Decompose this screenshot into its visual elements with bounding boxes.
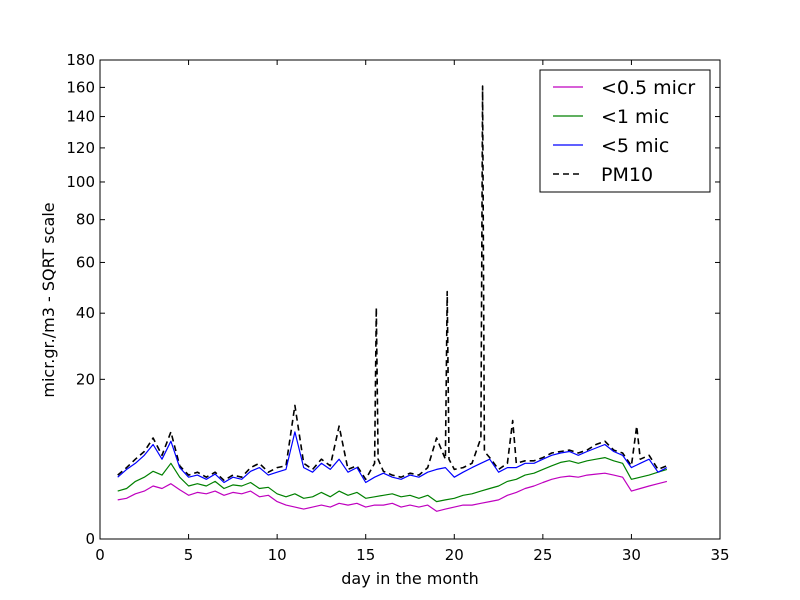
series-line-3: [117, 85, 668, 482]
y-axis-label: micr.gr./m3 - SQRT scale: [39, 202, 58, 397]
y-tick-label: 60: [76, 253, 95, 271]
x-tick-label: 35: [710, 546, 729, 564]
y-tick-label: 0: [85, 530, 95, 548]
x-tick-label: 10: [268, 546, 287, 564]
legend-label: <1 mic: [601, 106, 669, 128]
x-axis-label: day in the month: [341, 569, 478, 588]
legend-box: [539, 69, 711, 193]
series-layer: [117, 85, 668, 512]
legend-label: PM10: [601, 164, 653, 186]
plot-frame: [99, 59, 721, 540]
x-tick-label: 0: [95, 546, 105, 564]
y-tick-label: 100: [66, 173, 95, 191]
legend: <0.5 micr <1 mic <5 mic PM10: [539, 69, 711, 193]
x-tick-label: 15: [356, 546, 375, 564]
y-tick-label: 20: [76, 370, 95, 388]
y-tick-label: 120: [66, 139, 95, 157]
y-tick-label: 180: [66, 51, 95, 69]
x-tick-label: 30: [622, 546, 641, 564]
y-tick-label: 160: [66, 78, 95, 96]
series-line-0: [117, 472, 668, 512]
y-tick-label: 40: [76, 304, 95, 322]
x-axis: 0 5 10 15 20 25 30 35: [95, 60, 730, 564]
legend-label: <0.5 micr: [601, 77, 695, 99]
y-tick-label: 80: [76, 211, 95, 229]
x-tick-label: 20: [445, 546, 464, 564]
y-tick-label: 140: [66, 108, 95, 126]
series-line-1: [117, 457, 668, 503]
x-tick-label: 5: [184, 546, 194, 564]
legend-label: <5 mic: [601, 135, 669, 157]
y-axis: 0 20 40 60 80 100 120 140 160 180: [66, 51, 720, 548]
x-tick-label: 25: [533, 546, 552, 564]
series-line-2: [117, 431, 668, 484]
